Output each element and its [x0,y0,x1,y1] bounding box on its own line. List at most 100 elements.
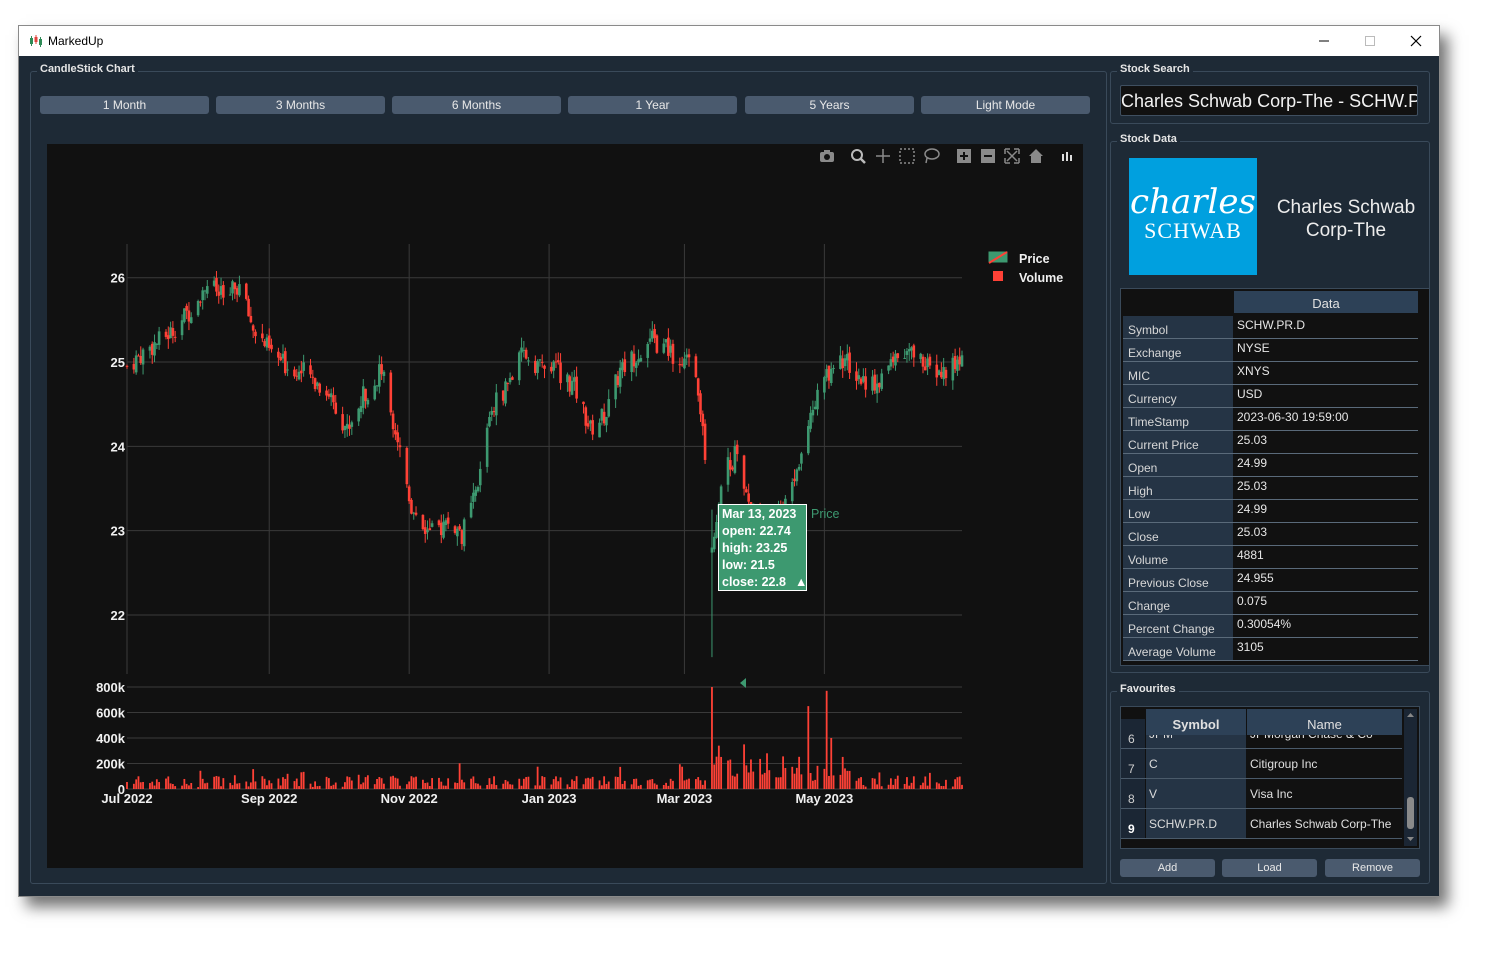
data-column-header[interactable]: Data [1234,291,1418,313]
volume-bar [153,785,156,789]
range-1-year-button[interactable]: 1 Year [568,96,737,114]
app-candlestick-icon [30,35,42,47]
camera-icon[interactable] [820,150,834,162]
range-5-years-button[interactable]: 5 Years [745,96,914,114]
candle-body [375,385,379,387]
volume-bar [633,778,635,789]
volume-bar [506,781,509,789]
candle-body [742,455,746,489]
candle-body [944,369,948,379]
legend[interactable] [988,251,1008,281]
stock-search-input[interactable]: Charles Schwab Corp-The - SCHW.PR.D [1120,85,1418,116]
favourites-scrollbar[interactable] [1404,709,1417,846]
candle-body [132,363,136,370]
volume-bar [270,783,273,789]
legend-volume-swatch[interactable] [993,271,1003,281]
volume-bar [222,778,225,789]
volume-bar [183,778,186,789]
range-6-months-button[interactable]: 6 Months [392,96,561,114]
volume-bar [711,687,713,789]
range-3-months-button[interactable]: 3 Months [216,96,385,114]
stock-data-row[interactable]: Volume 4881 [1123,546,1418,569]
stock-data-row[interactable]: Percent Change 0.30054% [1123,615,1418,638]
stock-data-row[interactable]: Exchange NYSE [1123,339,1418,362]
stock-data-row[interactable]: Low 24.99 [1123,500,1418,523]
reset-axes-icon[interactable] [1029,149,1043,163]
stock-data-row[interactable]: Close 25.03 [1123,523,1418,546]
favourites-remove-button[interactable]: Remove [1325,859,1420,877]
favourites-load-button[interactable]: Load [1222,859,1317,877]
plotly-logo-icon[interactable] [1060,149,1074,163]
stock-data-row[interactable]: Symbol SCHW.PR.D [1123,316,1418,339]
stock-data-key: Close [1123,523,1233,545]
stock-data-row[interactable]: Change 0.075 [1123,592,1418,615]
candlestick-chart[interactable]: 22 23 24 25 26 0 200k 400k 600k 800k Jul 2022 Sep… [47,144,1083,868]
price-tick-label: 26 [111,271,125,286]
stock-data-row[interactable]: High 25.03 [1123,477,1418,500]
volume-bar [589,778,592,789]
plot-area[interactable]: 22 23 24 25 26 0 200k 400k 600k 800k Jul 2022 Sep… [47,144,1083,868]
volume-bar [165,778,167,789]
stock-data-table[interactable]: Data Symbol SCHW.PR.D Exchange NYSE MIC XNYS C… [1120,288,1430,666]
candle-body [157,331,161,345]
volume-bars [126,687,963,789]
volume-bar [493,776,495,789]
candle-body [878,382,881,388]
favourites-row[interactable]: 9 SCHW.PR.D Charles Schwab Corp-The [1121,809,1402,839]
candle-body [231,281,234,294]
lasso-icon[interactable] [924,148,940,164]
zoom-out-icon[interactable] [981,149,995,163]
favourites-add-button[interactable]: Add [1120,859,1215,877]
light-mode-button[interactable]: Light Mode [921,96,1090,114]
volume-bar [171,784,174,789]
range-1-month-button[interactable]: 1 Month [40,96,209,114]
volume-bar [488,778,491,789]
favourites-name-header[interactable]: Name [1247,709,1402,735]
volume-bar [894,778,897,789]
candle-body [568,376,572,392]
candle-body [651,330,654,339]
pan-icon[interactable] [876,149,890,163]
candle-body [366,399,370,405]
legend-volume-label[interactable]: Volume [1019,271,1064,285]
volume-bar [811,780,814,789]
stock-data-row[interactable]: Open 24.99 [1123,454,1418,477]
favourites-table[interactable]: Symbol Name 6JPMJPMorgan Chase & Co7CCit… [1120,706,1420,849]
candle-body [811,409,815,416]
volume-bar [568,786,571,789]
minimize-button[interactable] [1301,26,1347,56]
candle-body [488,417,491,427]
volume-bar [142,781,144,789]
autoscale-icon[interactable] [1004,148,1020,164]
maximize-button[interactable] [1347,26,1393,56]
legend-price-label[interactable]: Price [1019,252,1050,266]
candle-body [373,385,377,400]
stock-data-value: 25.03 [1235,431,1418,453]
box-select-icon[interactable] [899,148,915,164]
stock-data-row[interactable]: Average Volume 3105 [1123,638,1418,661]
candle-body [605,416,608,426]
favourites-row[interactable]: 7 C Citigroup Inc [1121,749,1402,779]
volume-bar [695,779,697,789]
legend-price-swatch[interactable] [988,251,1008,264]
favourites-symbol-header[interactable]: Symbol [1146,709,1246,735]
stock-data-row[interactable]: Currency USD [1123,385,1418,408]
candle-body [267,335,271,348]
stock-data-row[interactable]: Previous Close 24.955 [1123,569,1418,592]
favourites-row[interactable]: 8 V Visa Inc [1121,779,1402,809]
stock-data-title: Stock Data [1117,133,1180,145]
candle-body [667,337,670,356]
zoom-icon[interactable] [851,149,866,164]
candle-body [405,447,409,485]
candle-body [960,355,964,367]
candle-body [247,298,250,317]
volume-bar [444,785,447,789]
volume-bar [555,776,557,789]
stock-data-row[interactable]: TimeStamp 2023-06-30 19:59:00 [1123,408,1418,431]
stock-data-row[interactable]: Current Price 25.03 [1123,431,1418,454]
close-button[interactable] [1393,26,1439,56]
candle-body [710,547,714,553]
stock-data-row[interactable]: MIC XNYS [1123,362,1418,385]
zoom-in-icon[interactable] [957,149,971,163]
volume-bar [151,781,154,789]
